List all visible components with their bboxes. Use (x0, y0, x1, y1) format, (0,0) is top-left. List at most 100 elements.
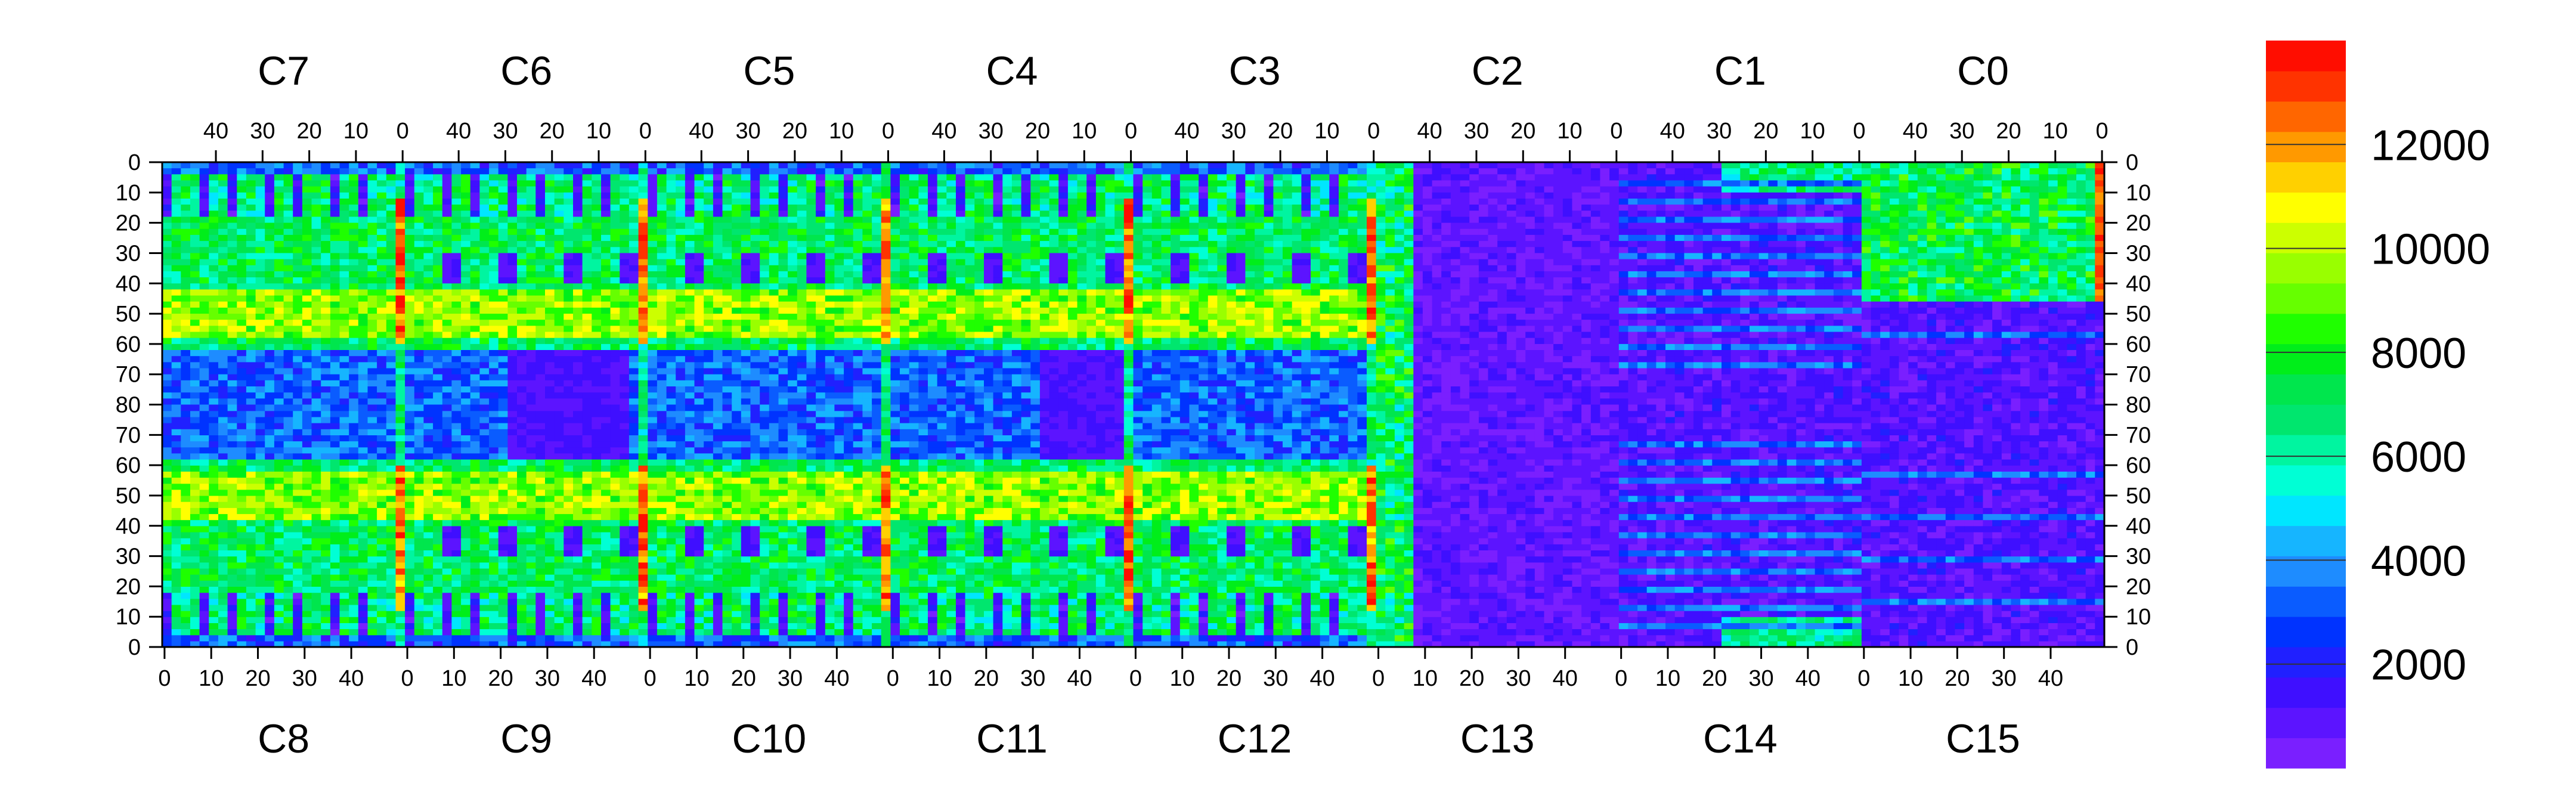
heatmap-cell (283, 501, 293, 508)
heatmap-cell (620, 174, 630, 181)
heatmap-cell (302, 307, 312, 314)
heatmap-cell (283, 350, 293, 357)
heatmap-cell (377, 568, 387, 575)
heatmap-cell (433, 489, 443, 496)
heatmap-cell (620, 568, 630, 575)
heatmap-cell (825, 283, 835, 290)
heatmap-cell (321, 174, 331, 181)
heatmap-cell (479, 392, 490, 399)
heatmap-cell (414, 386, 425, 393)
heatmap-cell (162, 162, 172, 169)
heatmap-cell (386, 617, 397, 623)
heatmap-cell (227, 180, 237, 187)
heatmap-cell (535, 634, 546, 642)
heatmap-cell (386, 320, 397, 326)
heatmap-cell (545, 477, 555, 484)
heatmap-cell (582, 556, 592, 563)
heatmap-cell (274, 301, 284, 308)
heatmap-cell (489, 507, 499, 515)
heatmap-cell (367, 247, 377, 254)
heatmap-cell (395, 343, 405, 351)
heatmap-cell (171, 477, 181, 484)
heatmap-cell (489, 634, 499, 642)
heatmap-cell (321, 489, 331, 496)
heatmap-cell (246, 429, 256, 435)
heatmap-cell (610, 550, 620, 557)
heatmap-cell (461, 586, 471, 593)
heatmap-cell (451, 350, 462, 357)
heatmap-cell (442, 416, 453, 423)
heatmap-cell (451, 205, 462, 211)
heatmap-cell (265, 459, 275, 466)
heatmap-cell (564, 398, 574, 405)
heatmap-cell (526, 295, 536, 302)
heatmap-cell (171, 453, 181, 460)
heatmap-cell (283, 435, 293, 442)
heatmap-cell (442, 634, 453, 642)
heatmap-cell (526, 538, 536, 544)
heatmap-cell (573, 580, 583, 587)
heatmap-cell (535, 507, 546, 515)
heatmap-cell (507, 301, 518, 308)
heatmap-cell (778, 228, 788, 236)
heatmap-cell (666, 314, 676, 320)
heatmap-cell (190, 162, 200, 169)
heatmap-cell (162, 386, 172, 393)
heatmap-cell (722, 283, 732, 290)
heatmap-cell (778, 241, 788, 247)
heatmap-cell (666, 283, 676, 290)
heatmap-cell (788, 216, 798, 224)
heatmap-cell (498, 556, 508, 563)
heatmap-cell (283, 513, 293, 521)
heatmap-cell (769, 368, 779, 375)
heatmap-cell (190, 307, 200, 314)
heatmap-cell (498, 301, 508, 308)
heatmap-cell (199, 174, 209, 181)
heatmap-cell (797, 192, 807, 199)
heatmap-cell (311, 386, 321, 393)
heatmap-cell (676, 174, 686, 181)
heatmap-cell (442, 586, 453, 593)
heatmap-cell (545, 210, 555, 218)
heatmap-cell (498, 623, 508, 630)
heatmap-cell (778, 356, 788, 363)
heatmap-cell (302, 477, 312, 484)
heatmap-cell (311, 459, 321, 466)
heatmap-cell (704, 253, 714, 260)
heatmap-cell (741, 259, 751, 266)
heatmap-cell (265, 350, 275, 357)
heatmap-cell (433, 519, 443, 527)
heatmap-cell (620, 386, 630, 393)
heatmap-cell (209, 289, 219, 296)
heatmap-cell (395, 295, 405, 302)
heatmap-cell (162, 259, 172, 266)
heatmap-cell (470, 568, 480, 575)
heatmap-cell (620, 283, 630, 290)
heatmap-cell (564, 356, 574, 363)
heatmap-cell (628, 205, 639, 211)
heatmap-cell (517, 228, 527, 236)
heatmap-cell (498, 471, 508, 478)
heatmap-cell (349, 525, 359, 532)
heatmap-cell (171, 410, 181, 417)
heatmap-cell (442, 513, 453, 521)
heatmap-cell (554, 216, 564, 224)
heatmap-cell (433, 253, 443, 260)
heatmap-cell (377, 301, 387, 308)
heatmap-cell (628, 441, 639, 448)
heatmap-cell (517, 586, 527, 593)
heatmap-cell (283, 253, 293, 260)
heatmap-cell (648, 210, 658, 218)
heatmap-cell (732, 162, 742, 169)
heatmap-cell (237, 289, 247, 296)
heatmap-cell (423, 283, 434, 290)
heatmap-cell (479, 374, 490, 381)
heatmap-cell (713, 271, 723, 278)
heatmap-cell (648, 362, 658, 369)
heatmap-cell (704, 326, 714, 333)
heatmap-cell (190, 453, 200, 460)
heatmap-cell (648, 332, 658, 339)
heatmap-cell (564, 562, 574, 569)
heatmap-cell (349, 326, 359, 333)
heatmap-cell (302, 447, 312, 454)
